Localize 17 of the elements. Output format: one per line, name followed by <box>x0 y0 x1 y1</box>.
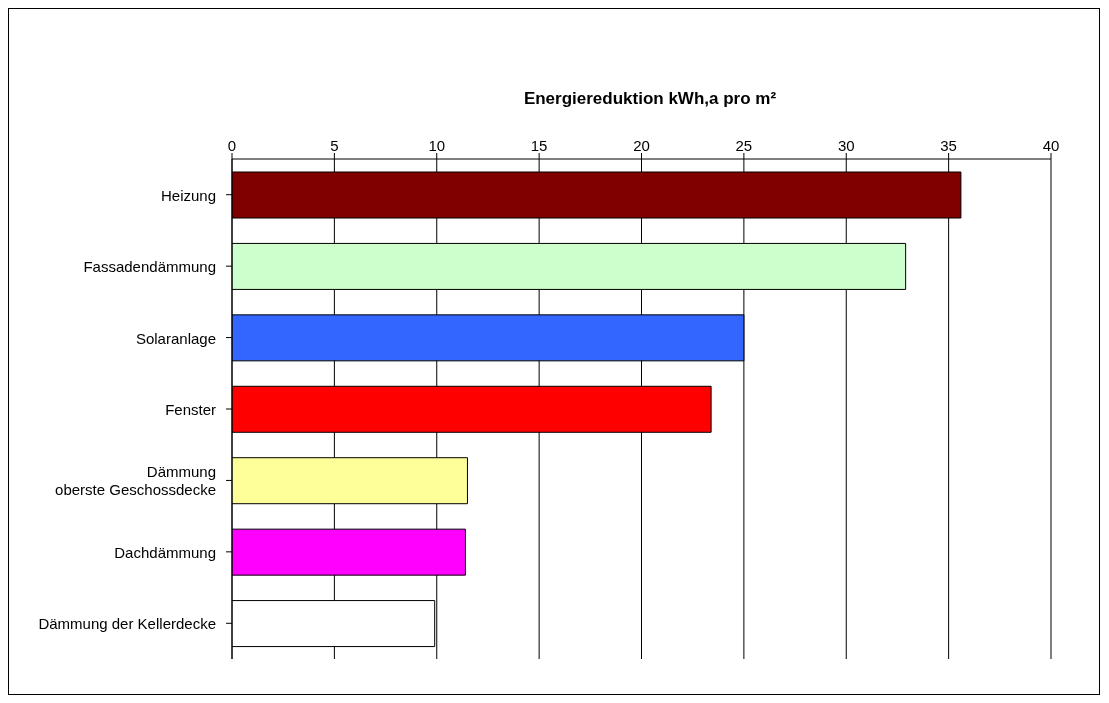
x-tick-label: 0 <box>227 137 237 154</box>
y-tick-label: Dämmung der Kellerdecke <box>38 614 216 632</box>
x-tick-label: 5 <box>330 137 339 154</box>
x-tick-label: 35 <box>940 137 957 154</box>
y-tick-label: Dämmung oberste Geschossdecke <box>55 462 216 498</box>
chart-title: Energiereduktion kWh,a pro m² <box>522 89 778 109</box>
y-tick-label: Dachdämmung <box>114 543 216 561</box>
x-tick-label: 30 <box>837 137 855 154</box>
y-tick-label: Fenster <box>165 400 216 418</box>
x-tick-label: 25 <box>735 137 753 154</box>
x-tick-label: 20 <box>633 137 650 154</box>
x-tick-label: 40 <box>1042 137 1060 154</box>
y-tick-label: Heizung <box>160 186 216 204</box>
y-tick-label: Solaranlage <box>135 329 216 347</box>
y-tick-label: Fassadendämmung <box>83 257 216 275</box>
x-tick-label: 15 <box>530 137 548 154</box>
x-tick-label: 10 <box>428 137 446 154</box>
